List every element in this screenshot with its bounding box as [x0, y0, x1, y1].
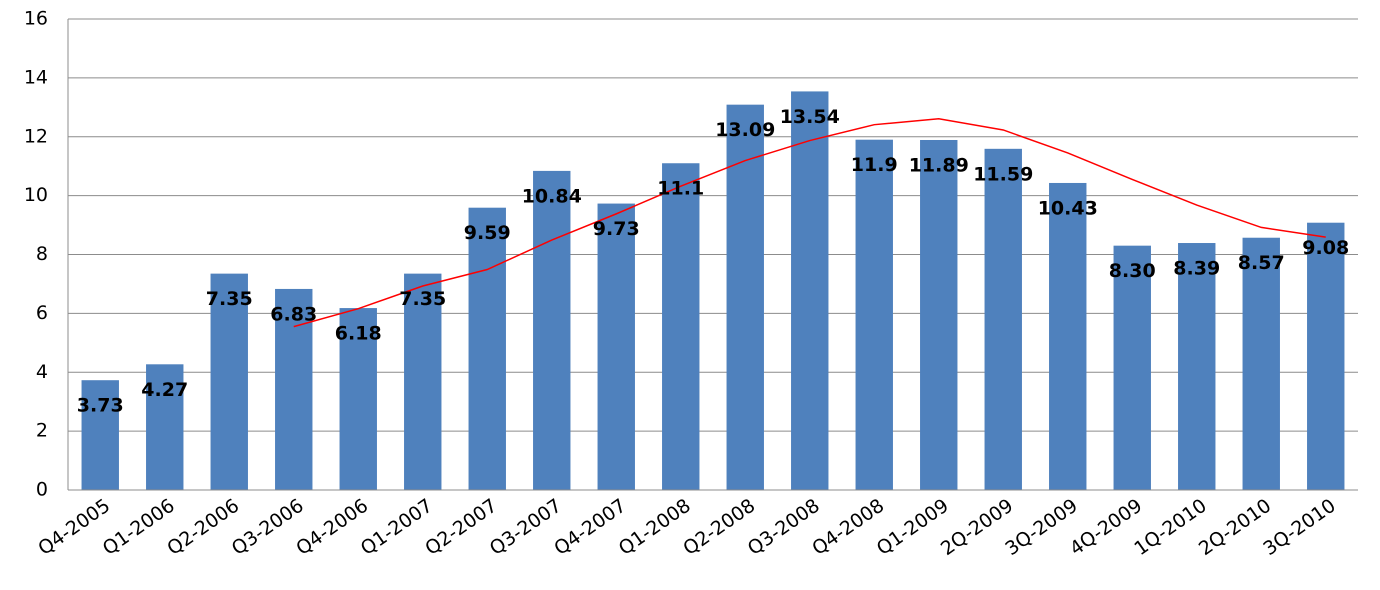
bar [81, 380, 119, 490]
bar [1049, 182, 1087, 491]
bar [984, 148, 1022, 490]
bar [855, 139, 893, 490]
x-tick-label: Q4-2005 [34, 495, 114, 560]
data-label: 8.57 [1238, 252, 1285, 274]
y-tick-label: 8 [36, 243, 48, 265]
x-tick-label: Q2-2006 [163, 495, 243, 560]
bar [1113, 245, 1151, 490]
data-label: 13.09 [715, 119, 775, 141]
x-tick-label: Q2-2007 [421, 495, 501, 560]
x-tick-label: Q1-2008 [615, 495, 695, 560]
bar [726, 104, 764, 491]
bar [468, 207, 506, 490]
x-tick-label: Q2-2008 [679, 495, 759, 560]
x-tick-label: Q3-2007 [486, 495, 566, 560]
bar [146, 364, 184, 490]
x-tick-label: Q4-2007 [550, 495, 630, 560]
data-label: 11.89 [909, 154, 969, 176]
y-tick-label: 4 [36, 361, 48, 383]
y-tick-label: 16 [24, 8, 48, 30]
trend-line [293, 118, 1326, 328]
y-tick-label: 6 [36, 302, 48, 324]
bar [791, 91, 829, 490]
data-label: 9.08 [1302, 237, 1349, 259]
y-tick-label: 2 [36, 420, 48, 442]
x-tick-label: 3Q-2009 [1001, 495, 1081, 561]
data-label: 6.18 [335, 323, 382, 345]
bar [1242, 237, 1280, 490]
x-tick-label: 2Q-2010 [1195, 495, 1275, 561]
x-tick-label: Q3-2006 [228, 495, 308, 560]
x-tick-label: 2Q-2009 [937, 495, 1017, 561]
x-tick-label: 4Q-2009 [1066, 495, 1146, 561]
bar [404, 273, 442, 490]
x-tick-label: 3Q-2010 [1259, 495, 1339, 561]
bar [920, 139, 958, 490]
x-tick-label: 1Q-2010 [1130, 495, 1210, 561]
bar [662, 163, 700, 490]
x-tick-label: Q1-2009 [873, 495, 953, 560]
y-tick-label: 0 [36, 479, 48, 501]
bar [1178, 243, 1216, 490]
x-tick-label: Q4-2006 [292, 495, 372, 560]
data-label: 13.54 [780, 106, 840, 128]
y-tick-label: 12 [24, 125, 48, 147]
data-label: 4.27 [141, 379, 188, 401]
data-label: 11.9 [851, 154, 898, 176]
data-label: 11.1 [657, 178, 704, 200]
bar [1307, 222, 1345, 490]
data-label: 9.59 [464, 222, 511, 244]
bar [597, 203, 635, 490]
data-label: 11.59 [973, 163, 1033, 185]
x-tick-label: Q3-2008 [744, 495, 824, 560]
data-label: 7.35 [399, 288, 446, 310]
data-label: 10.43 [1038, 197, 1098, 219]
data-label: 9.73 [593, 218, 640, 240]
x-tick-label: Q1-2006 [99, 495, 179, 560]
data-label: 8.30 [1109, 260, 1156, 282]
bar [339, 308, 377, 490]
data-label: 10.84 [522, 185, 582, 207]
x-tick-label: Q1-2007 [357, 495, 437, 560]
bar [533, 170, 571, 490]
y-tick-label: 14 [24, 66, 48, 88]
data-label: 6.83 [270, 303, 317, 325]
bar [210, 273, 248, 490]
y-tick-label: 10 [24, 184, 48, 206]
x-tick-label: Q4-2008 [808, 495, 888, 560]
data-label: 8.39 [1173, 258, 1220, 280]
data-label: 7.35 [206, 288, 253, 310]
data-label: 3.73 [77, 395, 124, 417]
